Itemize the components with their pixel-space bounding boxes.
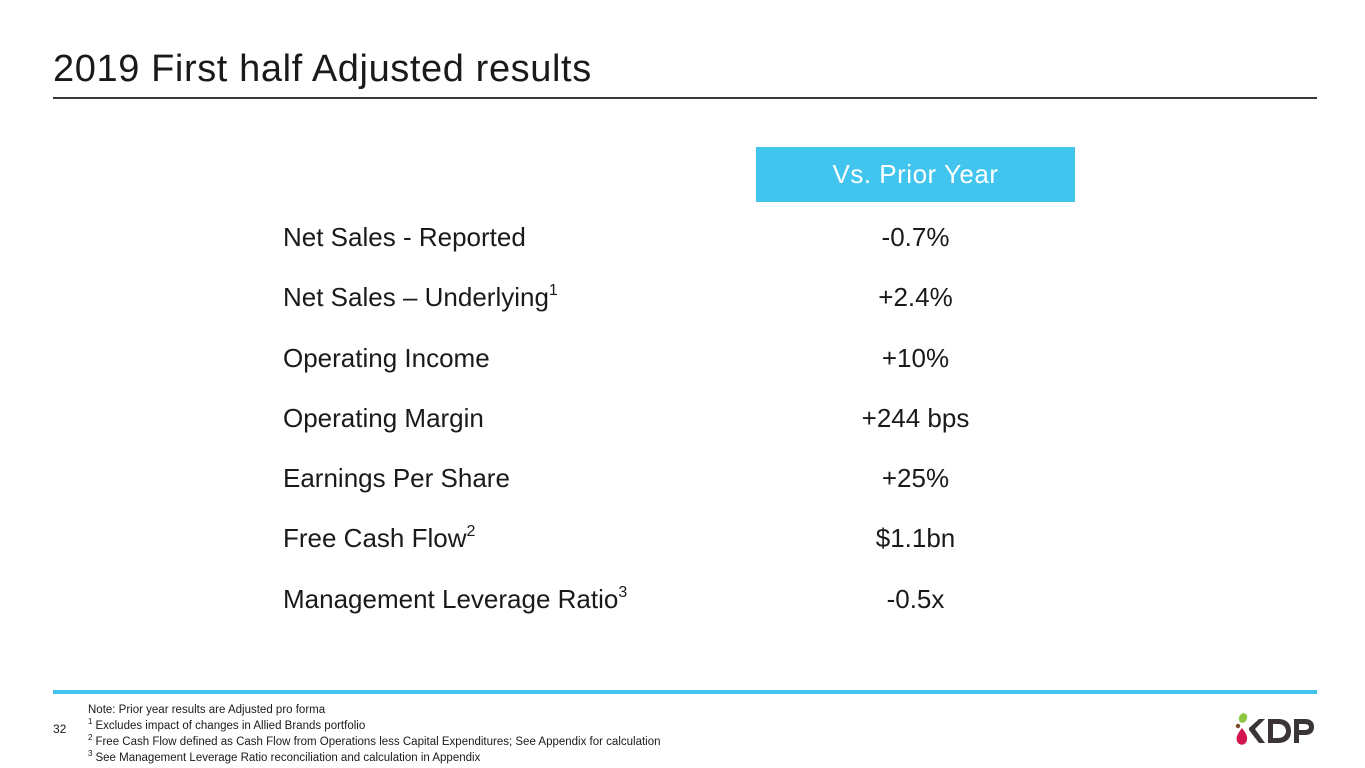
logo-letter-p	[1294, 719, 1314, 743]
table-row: Free Cash Flow2 $1.1bn	[283, 516, 1043, 576]
row-label: Earnings Per Share	[283, 463, 510, 494]
logo-leaf-icon	[1238, 713, 1248, 723]
row-value: -0.5x	[886, 583, 945, 614]
row-value: +25%	[881, 463, 950, 494]
row-label: Management Leverage Ratio3	[283, 583, 628, 614]
footnote-line: 1 Excludes impact of changes in Allied Br…	[88, 717, 366, 733]
footnote-marker: 1	[548, 282, 558, 300]
column-header-label: Vs. Prior Year	[832, 159, 999, 189]
table-row: Earnings Per Share +25%	[283, 456, 1043, 516]
row-value: -0.7%	[881, 222, 950, 252]
slide-title: 2019 First half Adjusted results	[53, 48, 592, 90]
table-row: Net Sales – Underlying1 +2.4%	[283, 275, 1043, 335]
row-label: Free Cash Flow2	[283, 523, 476, 554]
row-value: +10%	[881, 342, 950, 373]
row-label: Net Sales – Underlying1	[283, 282, 558, 313]
kdp-logo	[1235, 713, 1314, 745]
table-row: Operating Margin +244 bps	[283, 396, 1043, 456]
table-row: Management Leverage Ratio3 -0.5x	[283, 577, 1043, 637]
table-row: Net Sales - Reported -0.7%	[283, 215, 1043, 275]
footnote-line: 2 Free Cash Flow defined as Cash Flow fro…	[88, 733, 661, 749]
note-line: Note: Prior year results are Adjusted pr…	[88, 704, 326, 716]
logo-letter-k	[1249, 719, 1265, 743]
logo-drop-icon	[1236, 728, 1248, 745]
footnotes: Note: Prior year results are Adjusted pr…	[88, 702, 661, 766]
row-label: Operating Income	[283, 342, 490, 373]
column-header: Vs. Prior Year	[756, 147, 1075, 202]
footnote-marker: 3	[618, 583, 628, 601]
table-row: Operating Income +10%	[283, 336, 1043, 396]
row-label: Net Sales - Reported	[283, 222, 526, 252]
footnote-marker: 2	[466, 523, 476, 541]
row-value: +244 bps	[861, 402, 970, 433]
title-divider	[53, 97, 1317, 99]
logo-dot-icon	[1235, 723, 1241, 729]
row-value: $1.1bn	[875, 523, 956, 554]
row-label: Operating Margin	[283, 402, 484, 433]
logo-letter-d	[1268, 719, 1291, 743]
results-table: Net Sales - Reported -0.7% Net Sales – U…	[283, 215, 1043, 637]
footer-divider	[53, 690, 1317, 694]
row-value: +2.4%	[878, 282, 953, 313]
page-number: 32	[53, 722, 67, 736]
footnote-line: 3 See Management Leverage Ratio reconcili…	[88, 749, 481, 765]
